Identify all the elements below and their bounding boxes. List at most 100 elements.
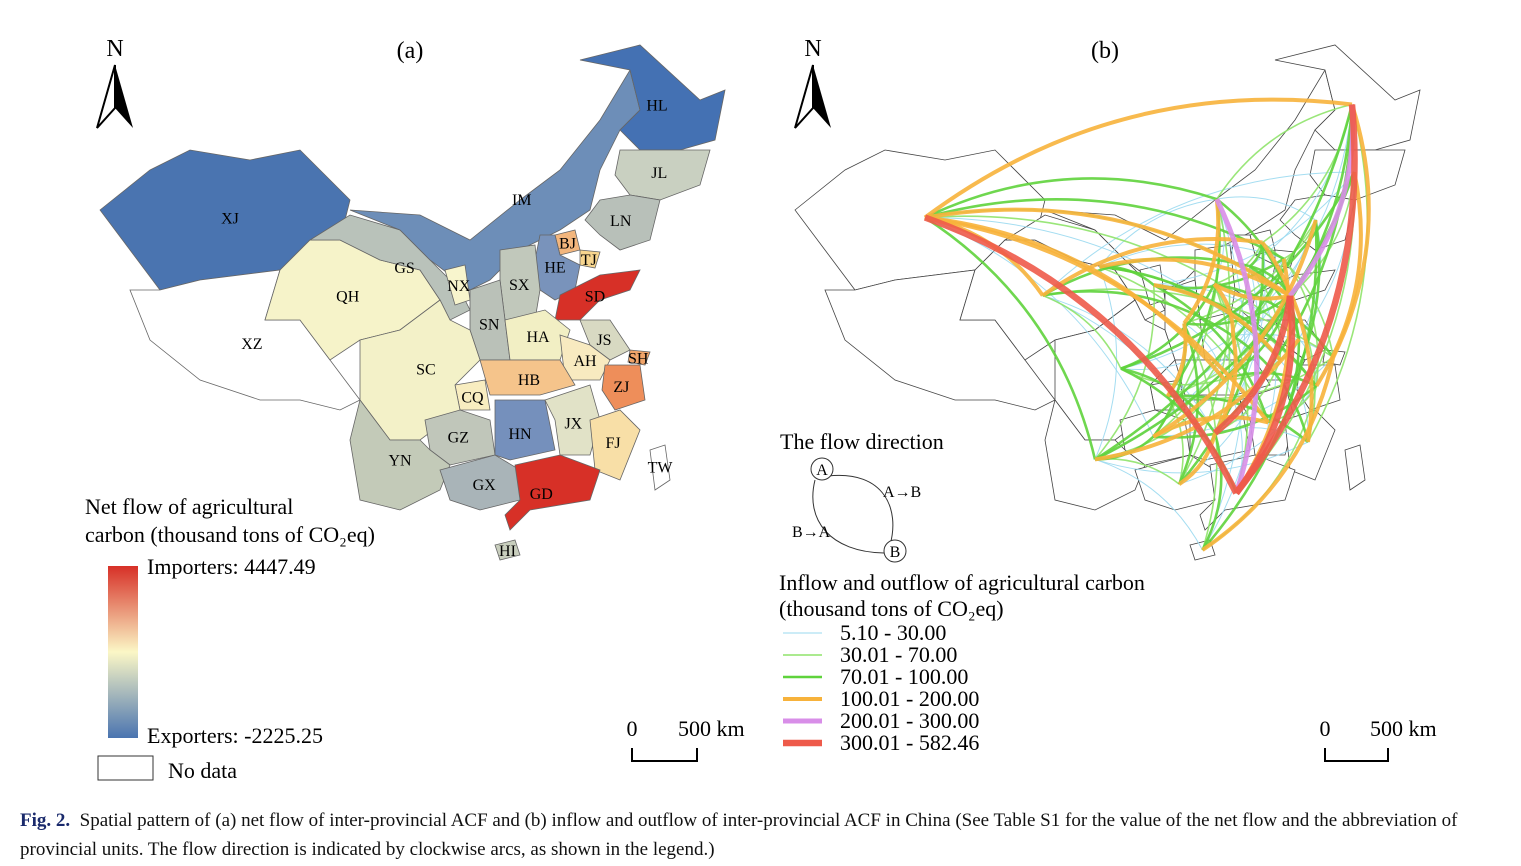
province bbox=[554, 269, 641, 321]
province-label: JX bbox=[564, 416, 582, 433]
flow-arc bbox=[1182, 198, 1221, 325]
province-label: BJ bbox=[559, 236, 576, 253]
province-label: GD bbox=[530, 486, 553, 503]
province-label: NX bbox=[447, 278, 471, 295]
province-label: HB bbox=[518, 372, 540, 389]
province-label: GZ bbox=[448, 430, 469, 447]
flow-arc bbox=[923, 214, 1240, 495]
legend-label: 300.01 - 582.46 bbox=[840, 730, 979, 755]
caption-text: Spatial pattern of (a) net flow of inter… bbox=[20, 810, 1458, 860]
province-label: GS bbox=[394, 260, 414, 277]
province-label: LN bbox=[610, 213, 632, 230]
legend-min: Exporters: -2225.25 bbox=[147, 723, 323, 748]
province bbox=[589, 409, 641, 481]
province-label: XJ bbox=[221, 211, 239, 228]
map-panels: XJ XZ QH GS IM HL JL LN BJ TJ HE SD SX NX SN HA JS SH AH HB… bbox=[85, 36, 1437, 783]
province-label: JL bbox=[651, 165, 667, 182]
no-data-swatch bbox=[97, 755, 154, 781]
legend-title: (thousand tons of CO₂eq) bbox=[779, 596, 1004, 621]
flow-arc bbox=[924, 215, 1300, 340]
scale-zero: 0 bbox=[1320, 716, 1331, 741]
flow-arc bbox=[1214, 198, 1260, 494]
flow-arc bbox=[1212, 295, 1294, 436]
flow-arc bbox=[1262, 241, 1335, 358]
province bbox=[627, 349, 651, 366]
node-label: B bbox=[890, 544, 901, 561]
flow-arc bbox=[1216, 196, 1316, 221]
legend-label: 200.01 - 300.00 bbox=[840, 708, 979, 733]
legend-max: Importers: 4447.49 bbox=[147, 554, 316, 579]
province-label: TJ bbox=[581, 252, 597, 269]
flow-arc bbox=[923, 97, 1353, 220]
province-label: YN bbox=[388, 452, 412, 469]
flow-arc bbox=[1233, 104, 1358, 496]
flow-arc bbox=[924, 197, 1285, 260]
province-label: SH bbox=[628, 350, 649, 367]
flow-arc bbox=[1094, 458, 1203, 551]
flow-arc bbox=[1232, 334, 1310, 443]
legend-title: carbon (thousand tons of CO₂eq) bbox=[85, 522, 375, 547]
province bbox=[579, 249, 601, 269]
direction-label: A→B bbox=[883, 484, 921, 501]
scale-label: 500 km bbox=[678, 716, 745, 741]
flow-arc bbox=[1213, 335, 1238, 435]
caption-label: Fig. 2. bbox=[20, 810, 71, 831]
legend-label: 100.01 - 200.00 bbox=[840, 686, 979, 711]
scale-label: 500 km bbox=[1370, 716, 1437, 741]
north-arrow bbox=[813, 65, 831, 128]
flow-arc bbox=[1120, 171, 1356, 370]
flow-direction-title: The flow direction bbox=[780, 429, 944, 454]
province-label: HN bbox=[508, 426, 532, 443]
province-label: QH bbox=[336, 288, 360, 305]
flow-arc bbox=[1260, 241, 1314, 443]
province-label: SX bbox=[509, 277, 530, 294]
flow-arc bbox=[1099, 198, 1217, 268]
province-label: TW bbox=[648, 459, 674, 476]
province-label: HE bbox=[544, 259, 565, 276]
color-ramp bbox=[108, 566, 138, 738]
province bbox=[494, 399, 556, 461]
province bbox=[579, 319, 631, 361]
north-arrow bbox=[794, 64, 814, 129]
flow-node bbox=[883, 539, 907, 563]
panel-title: (a) bbox=[397, 38, 424, 64]
province-label: ZJ bbox=[613, 379, 629, 396]
flow-arc bbox=[812, 479, 885, 554]
province bbox=[504, 454, 601, 531]
legend-no-data: No data bbox=[168, 758, 237, 783]
scale-bar bbox=[1324, 748, 1389, 762]
province bbox=[129, 269, 361, 411]
direction-label: B→A bbox=[792, 524, 831, 541]
province bbox=[584, 194, 661, 251]
north-label: N bbox=[804, 36, 821, 62]
flow-arc bbox=[924, 217, 1281, 361]
province-label: CQ bbox=[461, 389, 484, 406]
province-label: HA bbox=[526, 329, 550, 346]
flow-arc bbox=[1178, 432, 1217, 486]
legend-label: 30.01 - 70.00 bbox=[840, 642, 957, 667]
panel-title: (b) bbox=[1091, 38, 1119, 64]
flow-arc bbox=[1120, 283, 1216, 370]
province-label: SC bbox=[416, 362, 436, 379]
legend-title: Inflow and outflow of agricultural carbo… bbox=[779, 570, 1145, 595]
province bbox=[601, 364, 646, 411]
flow-arc bbox=[1212, 282, 1236, 337]
flow-arc bbox=[1099, 257, 1292, 298]
flow-arc bbox=[1042, 294, 1122, 369]
scale-bar bbox=[631, 748, 698, 762]
province-label: SN bbox=[479, 316, 500, 333]
flow-arc bbox=[1201, 432, 1223, 551]
north-label: N bbox=[106, 36, 123, 62]
province bbox=[494, 539, 521, 561]
flow-arc bbox=[1153, 283, 1270, 423]
legend-label: 70.01 - 100.00 bbox=[840, 664, 968, 689]
flow-node bbox=[810, 457, 834, 481]
flow-arc bbox=[1094, 104, 1354, 461]
province bbox=[479, 359, 576, 396]
flow-arc bbox=[1153, 283, 1282, 362]
province bbox=[308, 214, 471, 321]
legend-label: 5.10 - 30.00 bbox=[840, 620, 946, 645]
north-arrow bbox=[115, 65, 133, 128]
province-label: HL bbox=[646, 98, 667, 115]
